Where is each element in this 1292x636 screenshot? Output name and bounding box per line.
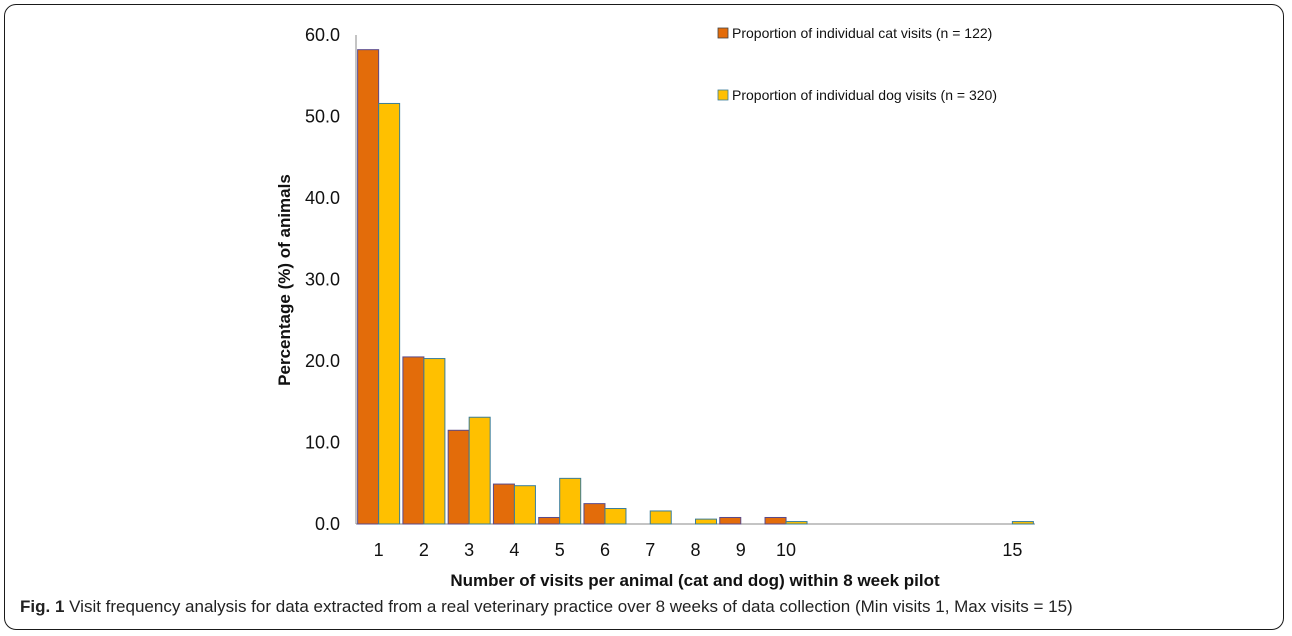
dog-bar-15: [1011, 521, 1034, 525]
caption-text: Visit frequency analysis for data extrac…: [64, 597, 1073, 616]
dog-bar-5: [559, 477, 582, 525]
x-tick-label: 1: [374, 540, 384, 560]
x-tick-label: 9: [736, 540, 746, 560]
dog-bar-8: [695, 518, 717, 525]
legend-label-dog: Proportion of individual dog visits (n =…: [732, 87, 997, 103]
cat-bar-6: [583, 503, 606, 525]
bars: [357, 49, 1034, 525]
cat-bar-4: [492, 483, 515, 525]
dog-bar-3: [468, 416, 491, 525]
dog-bar-4: [513, 485, 536, 525]
cat-bar-9: [719, 516, 742, 525]
caption-label: Fig. 1: [20, 597, 65, 616]
y-tick-label: 40.0: [305, 188, 340, 208]
dog-bar-1: [378, 102, 401, 525]
dog-bar-2: [423, 358, 446, 525]
x-tick-label: 15: [1002, 540, 1022, 560]
figure-caption: Fig. 1 Visit frequency analysis for data…: [20, 597, 1280, 617]
y-tick-label: 0.0: [315, 514, 340, 534]
y-tick-label: 60.0: [305, 25, 340, 45]
dog-bar-10: [785, 521, 808, 525]
legend-swatch-dog: [717, 89, 729, 101]
x-tick-label: 6: [600, 540, 610, 560]
bar-chart: 0.010.020.030.040.050.060.0 1 2 3 4 5 6 7 8 9 10 1…: [275, 25, 1035, 590]
cat-bar-3: [447, 429, 470, 525]
cat-bar-5: [538, 516, 561, 525]
x-tick-label: 2: [419, 540, 429, 560]
x-tick-label: 5: [555, 540, 565, 560]
dog-bar-6: [604, 508, 627, 525]
y-tick-label: 50.0: [305, 107, 340, 127]
x-tick-label: 8: [690, 540, 700, 560]
x-tick-label: 4: [509, 540, 519, 560]
x-tick-label: 7: [645, 540, 655, 560]
y-tick-label: 30.0: [305, 270, 340, 290]
legend: Proportion of individual cat visits (n =…: [717, 25, 997, 103]
x-tick-label: 3: [464, 540, 474, 560]
y-tick-label: 20.0: [305, 351, 340, 371]
x-tick-label: 10: [776, 540, 796, 560]
legend-label-cat: Proportion of individual cat visits (n =…: [732, 25, 992, 41]
y-tick-label: 10.0: [305, 433, 340, 453]
cat-bar-1: [357, 49, 380, 525]
y-tick-labels: 0.0 10.0 20.0 30.0 40.0 50.0 60.0: [305, 25, 340, 534]
x-tick-labels: 1 2 3 4 5 6 7 8 9 10 15: [374, 540, 1023, 560]
x-axis-title: Number of visits per animal (cat and dog…: [450, 571, 940, 590]
legend-swatch-cat: [717, 27, 729, 39]
y-axis-title: Percentage (%) of animals: [275, 174, 294, 386]
figure-frame: [4, 4, 1284, 630]
cat-bar-2: [402, 356, 425, 525]
dog-bar-7: [649, 510, 672, 525]
cat-bar-10: [764, 516, 787, 525]
